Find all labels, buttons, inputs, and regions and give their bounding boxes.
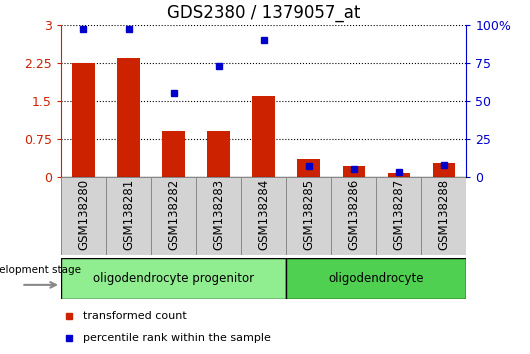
Bar bbox=[286, 177, 331, 255]
Text: GSM138288: GSM138288 bbox=[437, 179, 450, 250]
Text: GSM138284: GSM138284 bbox=[257, 179, 270, 250]
Text: GSM138283: GSM138283 bbox=[212, 179, 225, 250]
Bar bbox=[297, 159, 320, 177]
Bar bbox=[72, 63, 95, 177]
Bar bbox=[421, 177, 466, 255]
Text: development stage: development stage bbox=[0, 265, 81, 275]
Bar bbox=[342, 166, 365, 177]
Bar bbox=[241, 177, 286, 255]
Text: oligodendrocyte progenitor: oligodendrocyte progenitor bbox=[93, 272, 254, 285]
Text: GSM138281: GSM138281 bbox=[122, 179, 135, 250]
Bar bbox=[117, 58, 140, 177]
Bar bbox=[207, 131, 230, 177]
Bar bbox=[387, 173, 410, 177]
Text: GSM138287: GSM138287 bbox=[392, 179, 405, 250]
Text: oligodendrocyte: oligodendrocyte bbox=[329, 272, 424, 285]
Text: GSM138282: GSM138282 bbox=[167, 179, 180, 250]
Bar bbox=[61, 258, 286, 299]
Bar bbox=[286, 258, 466, 299]
Bar bbox=[106, 177, 151, 255]
Title: GDS2380 / 1379057_at: GDS2380 / 1379057_at bbox=[167, 4, 360, 22]
Bar bbox=[196, 177, 241, 255]
Text: transformed count: transformed count bbox=[83, 311, 187, 321]
Text: GSM138285: GSM138285 bbox=[302, 179, 315, 250]
Bar bbox=[162, 131, 185, 177]
Bar bbox=[432, 163, 455, 177]
Text: percentile rank within the sample: percentile rank within the sample bbox=[83, 332, 271, 343]
Bar bbox=[252, 96, 275, 177]
Bar bbox=[331, 177, 376, 255]
Bar bbox=[151, 177, 196, 255]
Bar bbox=[376, 177, 421, 255]
Text: GSM138286: GSM138286 bbox=[347, 179, 360, 250]
Text: GSM138280: GSM138280 bbox=[77, 179, 90, 250]
Bar bbox=[61, 177, 106, 255]
